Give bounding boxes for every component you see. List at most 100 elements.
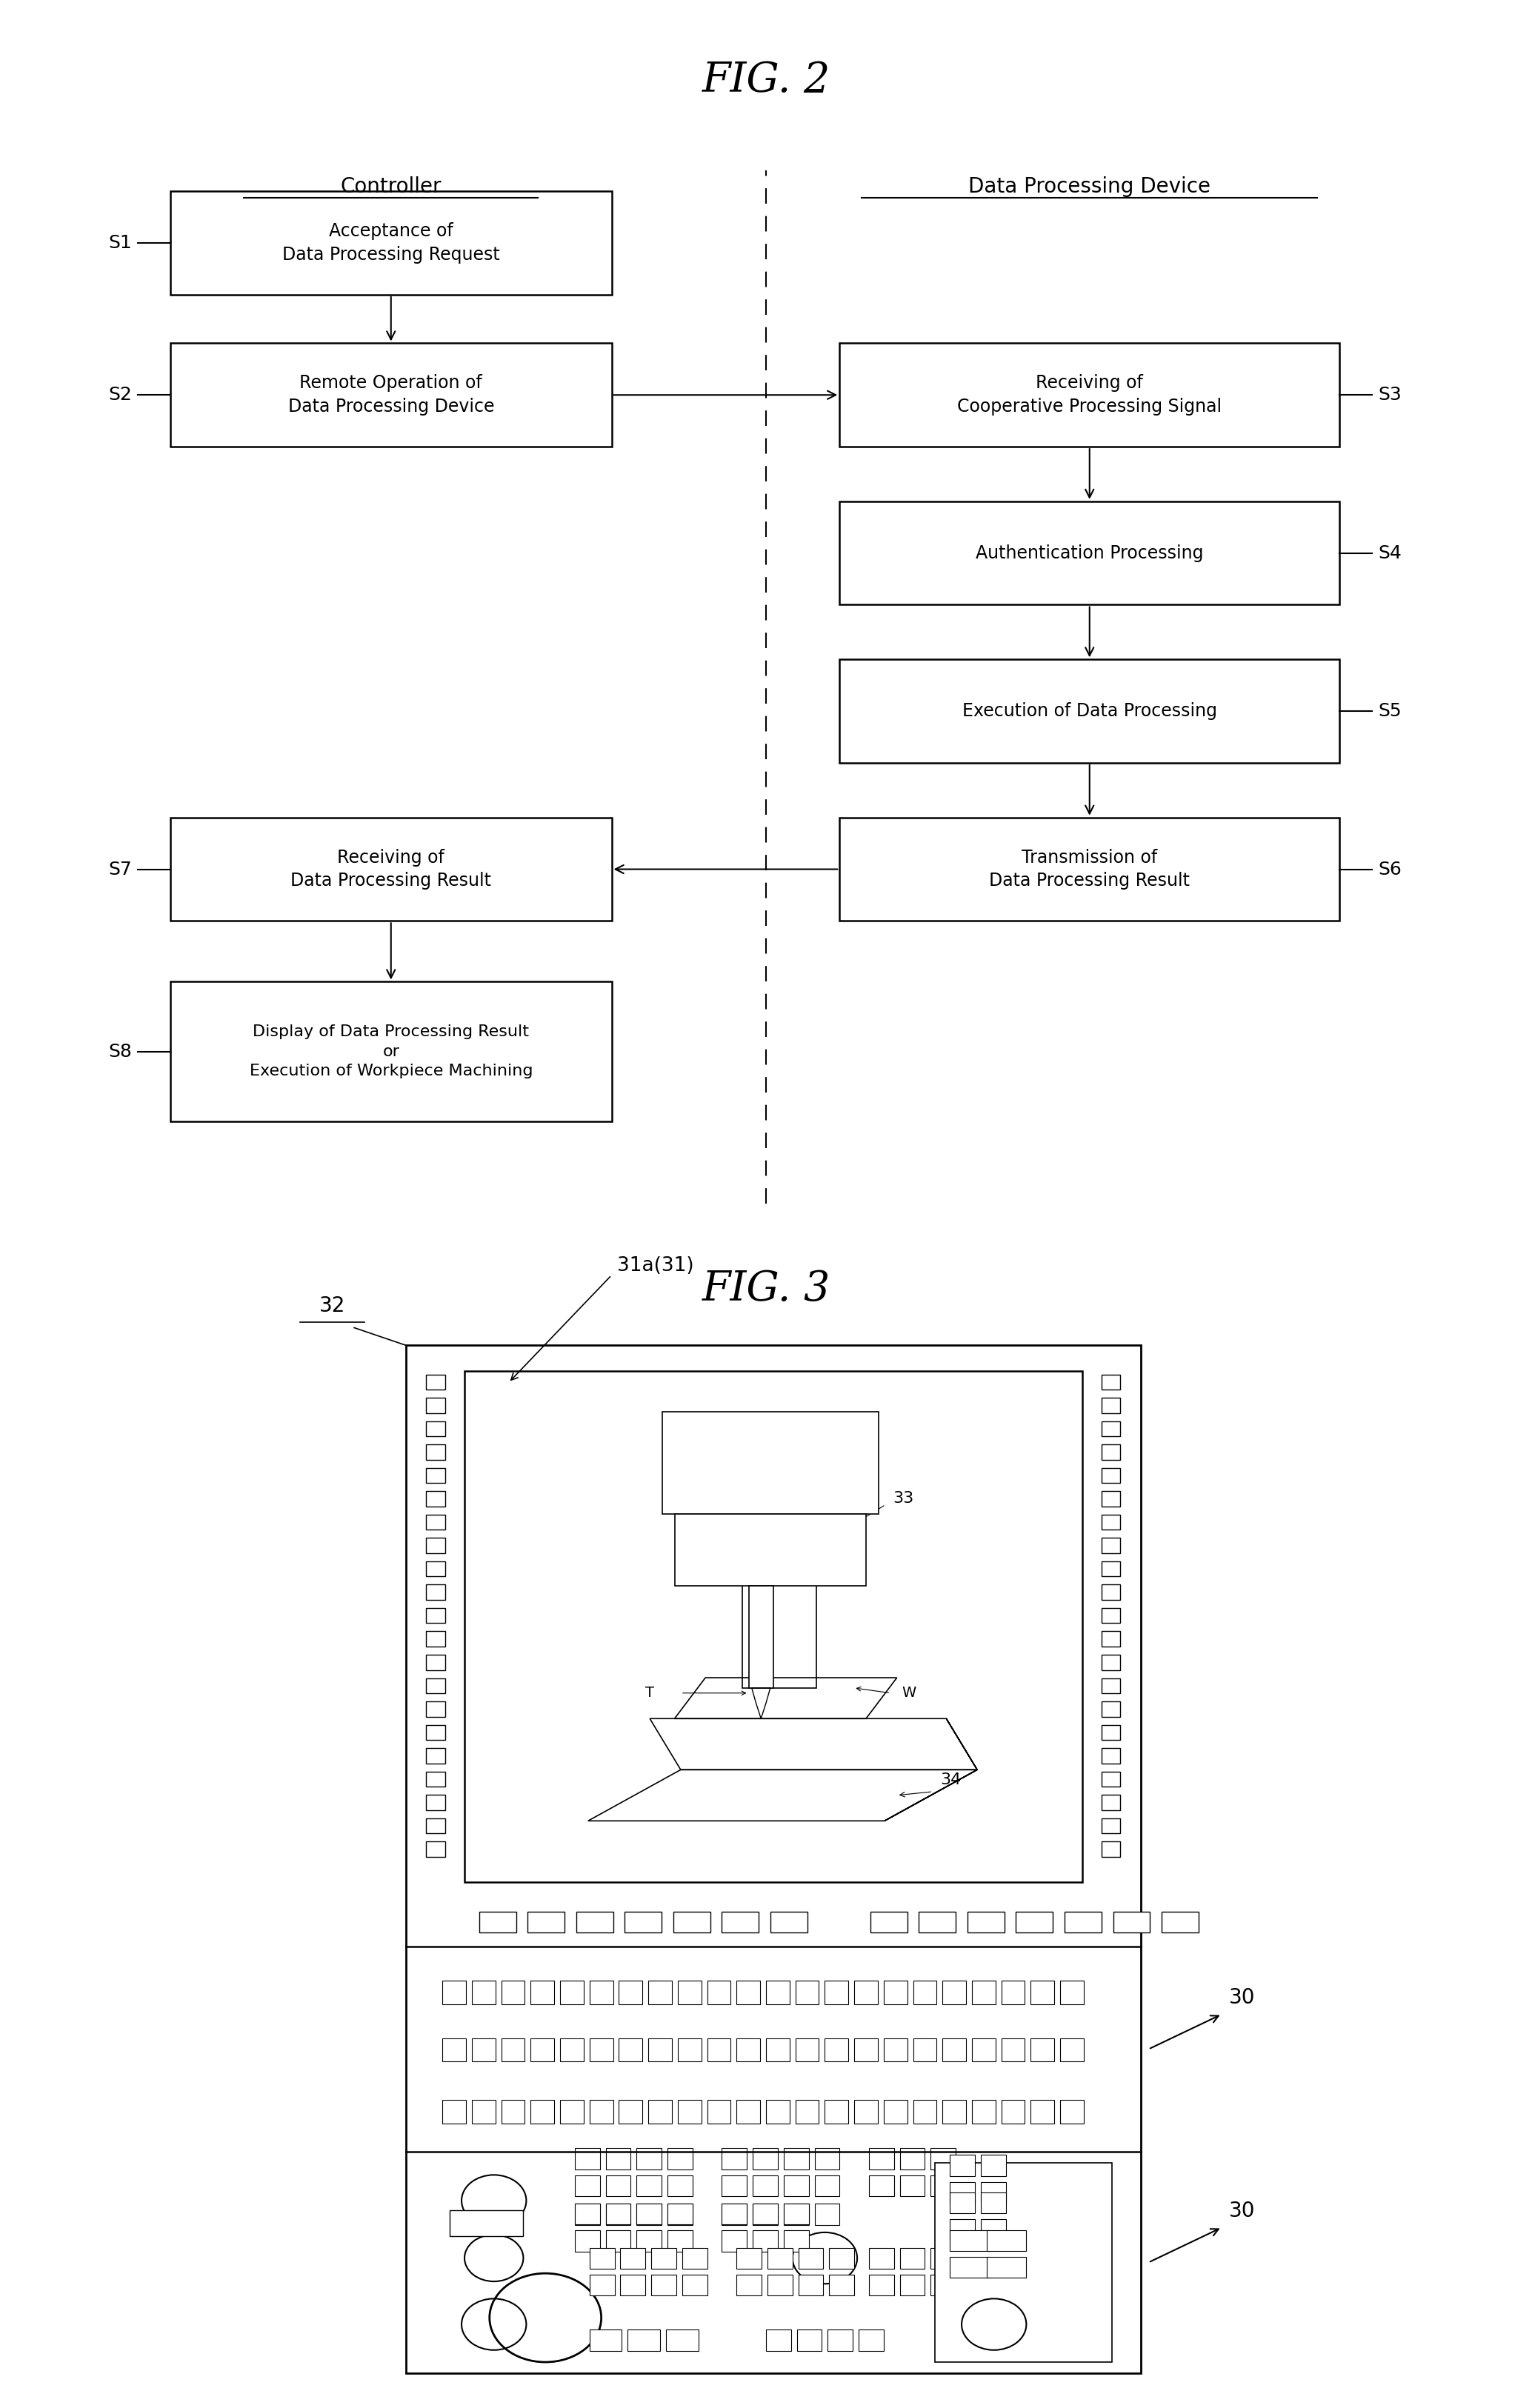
Bar xyxy=(980,2155,1005,2177)
Bar xyxy=(426,1421,446,1435)
Bar xyxy=(1060,1982,1083,2003)
Bar xyxy=(815,2203,840,2225)
Bar xyxy=(574,2230,601,2251)
FancyBboxPatch shape xyxy=(170,344,611,445)
Text: Receiving of
Data Processing Result: Receiving of Data Processing Result xyxy=(291,848,492,891)
Bar xyxy=(1102,1584,1120,1599)
Bar xyxy=(884,2037,907,2061)
Bar xyxy=(574,2203,601,2225)
Bar xyxy=(590,1982,613,2003)
Bar xyxy=(766,2037,789,2061)
Bar xyxy=(855,2037,878,2061)
Bar xyxy=(768,2247,792,2268)
Bar xyxy=(1102,1794,1120,1811)
Bar xyxy=(651,2276,676,2295)
Bar xyxy=(1102,1469,1120,1483)
FancyBboxPatch shape xyxy=(840,660,1339,763)
Bar xyxy=(443,2037,466,2061)
Bar xyxy=(443,1982,466,2003)
Bar xyxy=(815,2148,840,2170)
Bar xyxy=(771,1912,807,1934)
Bar xyxy=(752,2148,778,2170)
Bar xyxy=(605,2203,631,2225)
Bar xyxy=(1102,1654,1120,1669)
Bar xyxy=(829,2276,855,2295)
Bar xyxy=(1102,1772,1120,1787)
Bar xyxy=(942,1982,967,2003)
Bar xyxy=(869,2174,895,2196)
Text: W: W xyxy=(902,1686,916,1700)
Bar xyxy=(884,2100,907,2124)
Bar xyxy=(1102,1539,1120,1553)
Bar xyxy=(1102,1724,1120,1741)
Bar xyxy=(619,1982,642,2003)
Bar xyxy=(426,1630,446,1647)
Text: S4: S4 xyxy=(1377,544,1402,561)
Bar xyxy=(620,2247,645,2268)
Bar xyxy=(480,1912,516,1934)
Bar xyxy=(426,1560,446,1577)
Bar xyxy=(766,2100,789,2124)
Bar xyxy=(1060,2037,1083,2061)
Bar xyxy=(574,2148,601,2170)
Bar xyxy=(722,2148,748,2170)
Bar xyxy=(971,1982,996,2003)
Bar xyxy=(426,1584,446,1599)
Bar xyxy=(426,1539,446,1553)
Text: 30: 30 xyxy=(1229,1987,1256,2008)
Bar xyxy=(971,2037,996,2061)
Bar xyxy=(899,2276,925,2295)
Bar xyxy=(824,1982,849,2003)
Bar xyxy=(913,2037,936,2061)
Text: S6: S6 xyxy=(1377,860,1402,879)
Bar xyxy=(784,2230,809,2251)
Bar xyxy=(950,2230,990,2251)
FancyBboxPatch shape xyxy=(840,344,1339,445)
Text: S5: S5 xyxy=(1377,703,1402,720)
Text: Acceptance of
Data Processing Request: Acceptance of Data Processing Request xyxy=(282,222,499,262)
Bar xyxy=(1102,1678,1120,1693)
Bar xyxy=(749,1584,774,1688)
Bar xyxy=(590,2100,613,2124)
Bar xyxy=(674,1912,711,1934)
Bar xyxy=(722,2203,748,2225)
Bar xyxy=(620,2276,645,2295)
Bar xyxy=(784,2174,809,2196)
Text: 30: 30 xyxy=(1229,2201,1256,2223)
Bar xyxy=(651,2247,676,2268)
Bar xyxy=(827,2331,853,2350)
Bar xyxy=(1102,1842,1120,1857)
Bar xyxy=(682,2247,708,2268)
Bar xyxy=(1102,1818,1120,1832)
Bar xyxy=(797,2331,821,2350)
Bar xyxy=(668,2203,692,2225)
Bar xyxy=(795,2100,820,2124)
Bar xyxy=(855,2100,878,2124)
Bar xyxy=(501,1982,525,2003)
Bar xyxy=(1102,1445,1120,1459)
Bar xyxy=(855,1982,878,2003)
Bar xyxy=(590,2331,622,2350)
Bar xyxy=(1031,2037,1054,2061)
Bar xyxy=(784,2203,809,2225)
Bar xyxy=(605,2148,631,2170)
Bar xyxy=(737,2037,760,2061)
Bar xyxy=(1102,1515,1120,1529)
Bar xyxy=(648,1982,673,2003)
Bar xyxy=(987,2256,1026,2278)
Bar xyxy=(662,1411,878,1515)
Bar xyxy=(1031,1982,1054,2003)
Bar xyxy=(870,1912,907,1934)
Bar xyxy=(625,1912,662,1934)
Bar xyxy=(443,2100,466,2124)
Text: 34: 34 xyxy=(941,1772,961,1787)
Bar xyxy=(501,2037,525,2061)
Text: Transmission of
Data Processing Result: Transmission of Data Processing Result xyxy=(990,848,1190,891)
Bar xyxy=(869,2276,895,2295)
Bar xyxy=(1002,2037,1025,2061)
FancyBboxPatch shape xyxy=(170,190,611,294)
Bar xyxy=(590,2037,613,2061)
Bar xyxy=(426,1772,446,1787)
Bar xyxy=(426,1818,446,1832)
Bar xyxy=(472,1982,495,2003)
